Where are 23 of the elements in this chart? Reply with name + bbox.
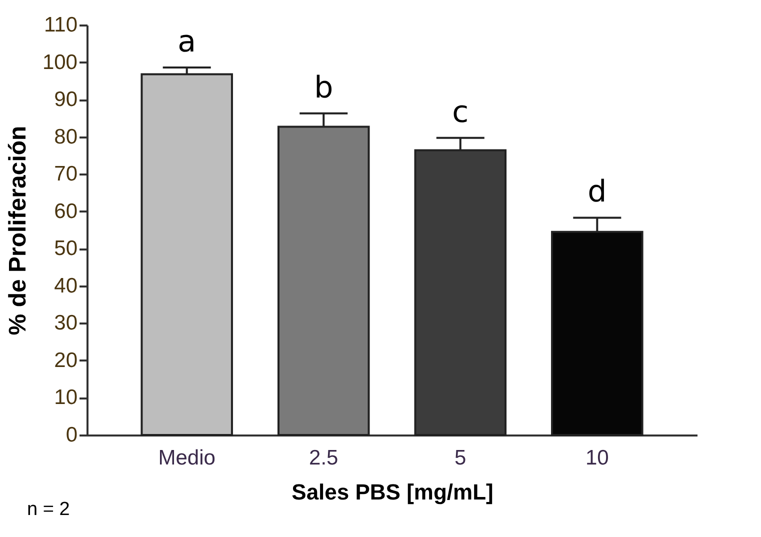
y-tick-label: 30: [54, 312, 78, 335]
x-axis-title: Sales PBS [mg/mL]: [292, 480, 494, 504]
text: n = 2: [27, 499, 70, 520]
x-tick-label: Medio: [158, 446, 216, 470]
y-tick-label: 20: [54, 348, 78, 372]
y-tick-label: 80: [54, 125, 78, 148]
y-tick-label: 40: [54, 274, 78, 298]
annotation: b: [314, 70, 334, 106]
y-tick-label: 10: [54, 386, 78, 410]
y-tick-label: 110: [44, 14, 78, 36]
annotation: d: [588, 174, 607, 210]
y-tick-label: 90: [54, 88, 78, 112]
y-axis-title: % de Proliferación: [4, 126, 32, 336]
x-tick-label: 5: [454, 446, 466, 470]
y-tick-label: 50: [54, 237, 78, 260]
annotation: c: [452, 94, 469, 130]
y-tick-label: 60: [54, 200, 78, 223]
x-tick-label: 2.5: [309, 446, 338, 470]
y-tick-label: 0: [66, 424, 78, 446]
y-tick-label: 70: [54, 162, 78, 186]
annotation: a: [178, 24, 196, 60]
y-tick-label: 100: [42, 50, 78, 74]
x-tick-label: 10: [585, 446, 609, 470]
